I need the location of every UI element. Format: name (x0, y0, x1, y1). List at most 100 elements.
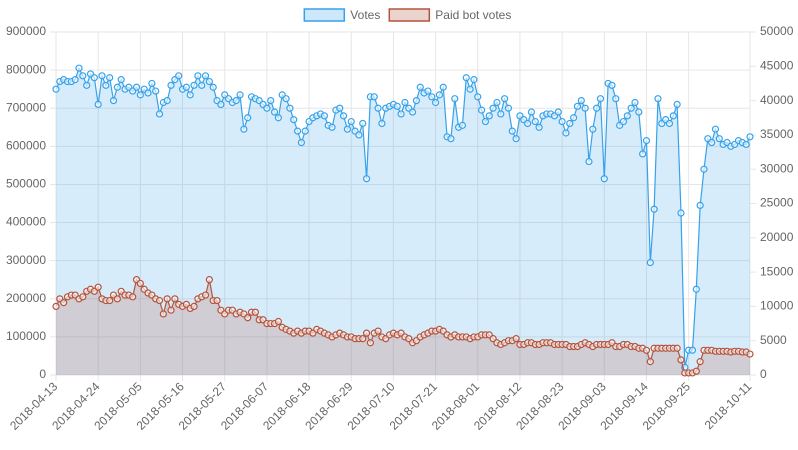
point (117, 76, 125, 84)
point (136, 279, 144, 288)
point (167, 81, 175, 89)
point (478, 106, 486, 114)
point (585, 157, 593, 166)
point (627, 104, 635, 112)
point (428, 93, 436, 101)
point (194, 72, 202, 80)
point (378, 119, 386, 128)
point (136, 91, 144, 99)
y2-tick-label: 15000 (760, 264, 794, 278)
point (692, 285, 700, 293)
point (646, 358, 654, 366)
point (746, 350, 754, 358)
point (397, 110, 405, 118)
point (708, 138, 716, 147)
point (489, 104, 497, 112)
point (106, 296, 114, 305)
point (205, 77, 213, 86)
point (190, 302, 198, 310)
point (163, 96, 171, 105)
point (267, 96, 275, 105)
point (535, 123, 543, 131)
point (113, 83, 121, 91)
point (593, 104, 601, 112)
point (113, 295, 121, 303)
point (600, 175, 608, 183)
point (60, 299, 68, 307)
point (270, 108, 279, 116)
point (566, 119, 574, 128)
point (573, 102, 582, 110)
point (75, 64, 83, 72)
point (612, 95, 620, 103)
point (52, 85, 60, 93)
point (79, 72, 87, 80)
point (263, 104, 271, 112)
point (366, 339, 375, 347)
point (71, 76, 79, 84)
point (94, 283, 102, 291)
point (677, 356, 685, 364)
point (696, 201, 704, 210)
y-tick-label: 0 (39, 367, 46, 381)
point (336, 104, 344, 112)
point (347, 117, 355, 126)
point (642, 346, 651, 354)
point (554, 108, 562, 116)
point (619, 117, 628, 126)
point (171, 295, 179, 303)
point (148, 79, 156, 88)
point (182, 83, 190, 91)
point (274, 114, 282, 122)
point (589, 125, 597, 133)
y2-tick-label: 0 (760, 367, 767, 381)
point (711, 125, 720, 133)
point (152, 87, 160, 95)
point (362, 175, 371, 183)
point (531, 117, 539, 126)
legend-swatch (303, 8, 346, 22)
point (635, 108, 643, 116)
point (508, 127, 516, 135)
point (581, 104, 589, 112)
point (466, 85, 474, 93)
point (504, 104, 513, 112)
point (343, 125, 352, 133)
point (401, 98, 409, 107)
point (52, 302, 60, 310)
area (56, 279, 750, 375)
point (213, 296, 221, 305)
y2-tick-label: 40000 (760, 93, 794, 107)
point (175, 72, 183, 80)
point (286, 104, 294, 112)
point (497, 110, 505, 118)
point (673, 344, 681, 352)
y2-tick-label: 35000 (760, 127, 794, 141)
point (408, 108, 417, 116)
point (742, 140, 750, 149)
y-tick-label: 200000 (6, 291, 46, 305)
point (524, 119, 532, 128)
point (251, 308, 259, 316)
point (431, 98, 440, 107)
point (290, 116, 298, 124)
y-tick-label: 300000 (6, 253, 46, 267)
point (198, 81, 206, 89)
y-tick-label: 800000 (6, 62, 46, 76)
y2-tick-label: 30000 (760, 161, 794, 175)
point (562, 129, 570, 137)
point (416, 83, 424, 91)
point (274, 317, 282, 326)
point (570, 114, 578, 122)
point (474, 93, 482, 101)
point (512, 135, 520, 143)
point (217, 100, 225, 109)
point (665, 119, 674, 128)
point (282, 95, 290, 103)
point (83, 81, 91, 89)
legend-label: Paid bot votes (435, 8, 511, 22)
y-tick-label: 500000 (6, 177, 46, 191)
point (527, 108, 536, 116)
y2-tick-label: 50000 (760, 24, 794, 38)
